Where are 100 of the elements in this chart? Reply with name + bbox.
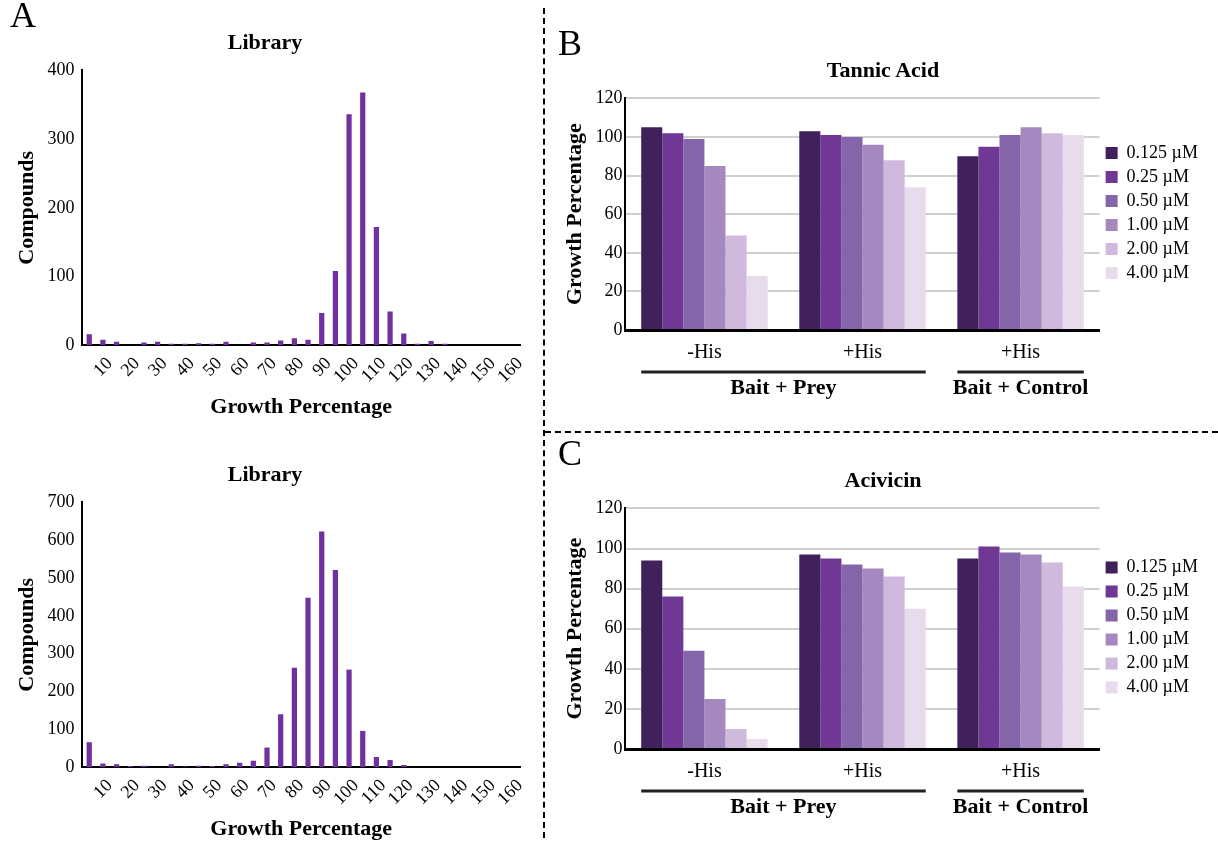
bar <box>1062 135 1084 329</box>
bar <box>820 135 842 329</box>
bar <box>978 146 1000 329</box>
bar <box>799 554 821 748</box>
y-tick-label: 20 <box>604 280 623 301</box>
text: B <box>558 23 583 64</box>
bar <box>820 558 842 748</box>
y-tick-label: 80 <box>604 164 623 185</box>
bar <box>746 738 768 748</box>
bar <box>683 138 705 329</box>
y-tick-label: 0 <box>613 318 623 339</box>
chart-title: Library <box>227 460 303 486</box>
text: Bait + Control <box>952 792 1089 818</box>
x-tick-label: 30 <box>143 774 171 802</box>
x-tick-label: 60 <box>225 352 253 380</box>
legend-label: 0.25 µM <box>1126 165 1190 186</box>
x-tick-label: 40 <box>171 774 198 802</box>
bar <box>978 546 1000 748</box>
x-axis-title: Growth Percentage <box>210 393 393 419</box>
y-axis-title: Growth Percentage <box>560 123 586 306</box>
text: Bait + Control <box>952 373 1089 399</box>
x-tick-label: +His <box>1001 340 1041 363</box>
y-tick-label: 120 <box>595 87 623 108</box>
y-tick-label: 400 <box>47 59 75 80</box>
y-tick-label: 0 <box>613 737 623 758</box>
x-tick-label: 70 <box>253 352 281 380</box>
x-tick-label: 20 <box>116 352 144 380</box>
bar <box>662 596 684 748</box>
legend-label: 0.125 µM <box>1126 141 1199 162</box>
y-tick-label: 500 <box>47 566 75 587</box>
x-tick-label: 60 <box>225 774 253 802</box>
bar <box>883 576 905 748</box>
bar <box>1020 554 1042 748</box>
x-tick-label: 80 <box>280 352 308 380</box>
x-tick-label: 30 <box>143 352 171 380</box>
legend-label: 2.00 µM <box>1126 652 1190 673</box>
y-tick-label: 100 <box>595 537 623 558</box>
bar <box>883 160 905 329</box>
x-axis-title: Growth Percentage <box>210 815 393 841</box>
bar <box>725 728 747 748</box>
bar <box>862 144 884 329</box>
y-tick-label: 120 <box>595 497 623 518</box>
y-tick-label: 300 <box>47 642 75 663</box>
bar <box>841 137 863 329</box>
y-tick-label: 20 <box>604 697 623 718</box>
x-tick-label: 50 <box>198 774 226 802</box>
x-tick-label: -His <box>687 759 722 782</box>
bar <box>725 235 747 329</box>
bar <box>1062 586 1084 748</box>
legend-label: 0.50 µM <box>1126 189 1190 210</box>
y-tick-label: 200 <box>47 196 75 217</box>
bar <box>746 275 768 329</box>
y-tick-label: 0 <box>65 755 75 776</box>
bar <box>904 187 926 329</box>
y-tick-label: 400 <box>47 604 75 625</box>
legend-label: 1.00 µM <box>1126 213 1190 234</box>
legend-label: 4.00 µM <box>1126 261 1190 282</box>
y-tick-label: 200 <box>47 680 75 701</box>
legend-label: 0.125 µM <box>1126 556 1199 577</box>
y-tick-label: 0 <box>65 333 75 354</box>
y-tick-label: 60 <box>604 202 623 223</box>
legend-label: 0.50 µM <box>1126 604 1190 625</box>
x-tick-label: 10 <box>89 352 116 380</box>
bar <box>1041 133 1063 329</box>
legend-label: 1.00 µM <box>1126 628 1190 649</box>
bar <box>1020 127 1042 329</box>
bar <box>957 558 979 748</box>
text: Bait + Prey <box>730 792 837 818</box>
x-tick-label: 20 <box>116 774 144 802</box>
y-tick-label: 700 <box>47 491 75 512</box>
y-axis-title: Compounds <box>12 577 38 692</box>
x-tick-label: 10 <box>89 774 116 802</box>
bar <box>641 127 663 329</box>
y-tick-label: 100 <box>47 718 75 739</box>
x-tick-label: -His <box>687 340 722 363</box>
x-tick-label: 90 <box>307 774 335 802</box>
y-tick-label: 100 <box>595 125 623 146</box>
y-axis-title: Growth Percentage <box>560 537 586 720</box>
bar <box>841 564 863 748</box>
y-tick-label: 40 <box>604 657 623 678</box>
chart-title: Library <box>227 28 303 54</box>
chart-title: Acivicin <box>844 466 922 492</box>
legend-label: 2.00 µM <box>1126 237 1190 258</box>
y-tick-label: 80 <box>604 577 623 598</box>
bar <box>683 650 705 748</box>
bar <box>704 165 726 329</box>
bar <box>641 560 663 748</box>
bar <box>999 552 1021 748</box>
y-tick-label: 40 <box>604 241 623 262</box>
bar <box>704 698 726 748</box>
bar <box>1041 562 1063 748</box>
y-tick-label: 100 <box>47 265 75 286</box>
bar <box>957 156 979 329</box>
y-tick-label: 600 <box>47 528 75 549</box>
bar <box>799 131 821 329</box>
bar <box>904 608 926 748</box>
y-tick-label: 300 <box>47 127 75 148</box>
text: Bait + Prey <box>730 373 837 399</box>
legend-label: 0.25 µM <box>1126 580 1190 601</box>
x-tick-label: 40 <box>171 352 198 380</box>
